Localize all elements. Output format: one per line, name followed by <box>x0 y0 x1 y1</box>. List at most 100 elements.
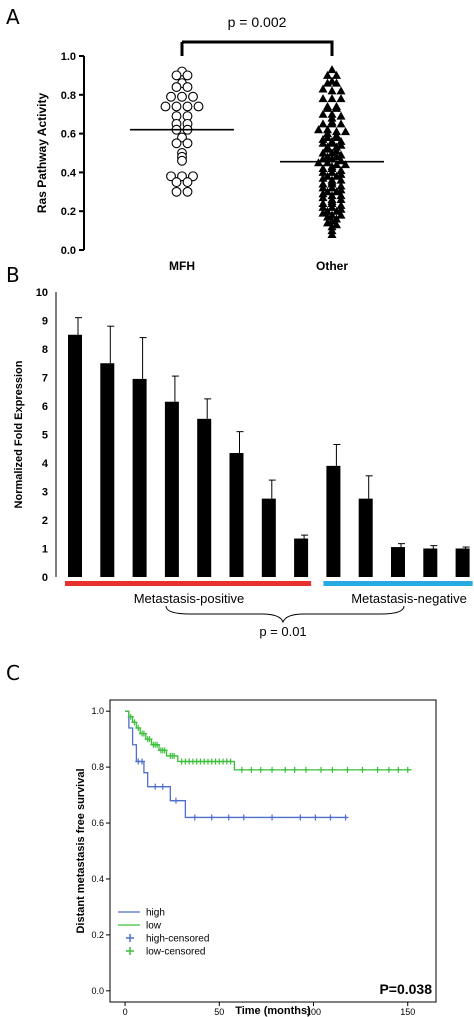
panel-a-point-mfh <box>171 70 182 81</box>
panel-a-y-tick-label: 0.4 <box>61 167 77 179</box>
panel-c-censor-mark-high <box>342 814 349 821</box>
panel-b-bar <box>100 363 115 577</box>
panel-c-p-value: P=0.038 <box>379 981 432 997</box>
panel-a-point-other <box>336 210 346 219</box>
panel-a-point-mfh <box>160 101 171 112</box>
panel-b-y-tick-label: 6 <box>42 401 48 413</box>
panel-b-y-tick-label: 1 <box>42 544 48 556</box>
panel-b-bar <box>391 547 405 577</box>
panel-a-point-mfh <box>188 91 198 102</box>
panel-c-x-tick-label: 0 <box>123 1007 128 1017</box>
panel-c-censor-mark-low <box>302 766 309 773</box>
panel-a-point-other <box>318 193 328 202</box>
panel-a-point-other <box>327 229 337 238</box>
panel-b: B 0 1 2 3 4 5 6 7 8 9 10 Normalized Fold Expressio… <box>6 263 473 639</box>
panel-a-point-other <box>336 111 346 120</box>
panel-a-point-other <box>336 119 346 128</box>
panel-c-censor-mark-low <box>127 713 134 720</box>
panel-c-censor-mark-high <box>159 783 166 790</box>
panel-a-point-other <box>327 202 337 211</box>
panel-c-y-axis: 0.0 0.2 0.4 0.6 0.8 1.0 <box>91 706 110 996</box>
panel-c-censor-mark-low <box>329 766 336 773</box>
panel-a-point-other <box>323 212 332 221</box>
panel-c-censor-mark-low <box>291 766 298 773</box>
panel-c-censor-mark-high <box>297 814 304 821</box>
panel-a-point-other <box>323 144 332 153</box>
panel-c-censor-mark-low <box>282 766 289 773</box>
panel-c-y-tick-label: 1.0 <box>91 706 104 716</box>
panel-b-y-axis-title: Normalized Fold Expression <box>13 360 25 508</box>
panel-a-y-tick-label: 0.6 <box>61 129 76 141</box>
panel-b-y-tick-label: 5 <box>42 430 48 442</box>
panel-a-point-other <box>318 119 328 128</box>
panel-c-censor-mark-low <box>359 766 366 773</box>
panel-c-x-axis-title: Time (months) <box>235 1005 311 1017</box>
panel-c-x-tick-label: 50 <box>214 1007 224 1017</box>
panel-a-point-mfh <box>177 155 187 166</box>
panel-c-censor-mark-low <box>257 766 264 773</box>
panel-c-censor-mark-low <box>140 730 147 737</box>
panel-c-censor-mark-low <box>395 766 402 773</box>
panel-a-point-mfh <box>177 91 187 102</box>
panel-a-point-other <box>318 183 328 192</box>
panel-c: C 0.0 0.2 0.4 0.6 0.8 1.0 0 50 100 150 Distant m… <box>6 661 437 1017</box>
panel-a-point-other <box>341 160 350 169</box>
panel-c-censor-mark-low <box>374 766 381 773</box>
panel-b-bars <box>68 317 470 577</box>
panel-a-point-mfh <box>166 91 176 102</box>
panel-c-censor-mark-low <box>238 766 245 773</box>
panel-c-censor-mark-low <box>171 752 178 759</box>
panel-c-censor-mark-low <box>318 766 325 773</box>
panel-b-y-tick-label: 7 <box>42 373 48 385</box>
panel-a-point-mfh <box>182 82 193 92</box>
panel-c-legend-label: low <box>146 921 162 932</box>
panel-a-point-other <box>318 154 328 163</box>
panel-c-legend-swatch <box>126 934 134 942</box>
panel-c-censor-mark-low <box>135 724 142 731</box>
panel-c-curve-high <box>125 710 348 819</box>
panel-a-point-mfh <box>171 138 182 149</box>
panel-b-comparison-brace <box>165 605 405 624</box>
panel-a-points <box>160 65 350 238</box>
panel-a-point-other <box>327 86 337 95</box>
panel-b-y-tick-label: 9 <box>42 316 48 328</box>
panel-a-point-other <box>318 138 328 147</box>
panel-c-y-tick-label: 0.0 <box>91 986 104 996</box>
panel-a-point-mfh <box>171 186 182 197</box>
panel-c-censor-mark-low <box>344 766 351 773</box>
panel-a-point-other <box>332 171 341 180</box>
panel-b-group-bar <box>65 581 312 586</box>
panel-a-point-other <box>318 148 328 157</box>
panel-c-censor-mark-low <box>385 766 392 773</box>
panel-a-point-other <box>332 70 341 79</box>
panel-c-censor-mark-high <box>172 797 179 804</box>
panel-b-y-tick-label: 3 <box>42 487 48 499</box>
panel-a-point-mfh <box>193 101 204 112</box>
panel-a-y-tick-label: 0.0 <box>61 245 76 257</box>
panel-b-bar <box>68 334 82 577</box>
panel-a-point-other <box>336 86 346 95</box>
panel-c-survival-curves <box>125 710 412 821</box>
panel-b-bar <box>261 498 276 577</box>
panel-c-letter: C <box>6 661 20 685</box>
panel-a-point-mfh <box>171 177 182 188</box>
panel-a-mean-lines <box>130 128 384 163</box>
panel-a-point-other <box>318 173 328 182</box>
panel-b-bar <box>229 453 244 577</box>
panel-a-letter: A <box>6 5 20 29</box>
panel-c-y-tick-label: 0.8 <box>91 762 104 772</box>
panel-c-censor-mark-low <box>131 719 138 726</box>
panel-b-bar <box>197 418 212 577</box>
panel-a-point-other <box>327 167 337 176</box>
panel-c-y-tick-label: 0.6 <box>91 818 104 828</box>
panel-a-point-other <box>323 78 332 87</box>
panel-c-censor-mark-low <box>161 747 168 754</box>
panel-c-legend-label: high-censored <box>146 934 209 945</box>
panel-a-y-axis-title: Ras Pathway Activity <box>35 93 49 214</box>
panel-a-point-other <box>323 70 332 79</box>
panel-b-bar <box>455 548 470 577</box>
panel-a-point-other <box>332 132 341 141</box>
panel-a-category-label: MFH <box>169 259 195 273</box>
panel-b-y-tick-label: 4 <box>42 458 49 470</box>
